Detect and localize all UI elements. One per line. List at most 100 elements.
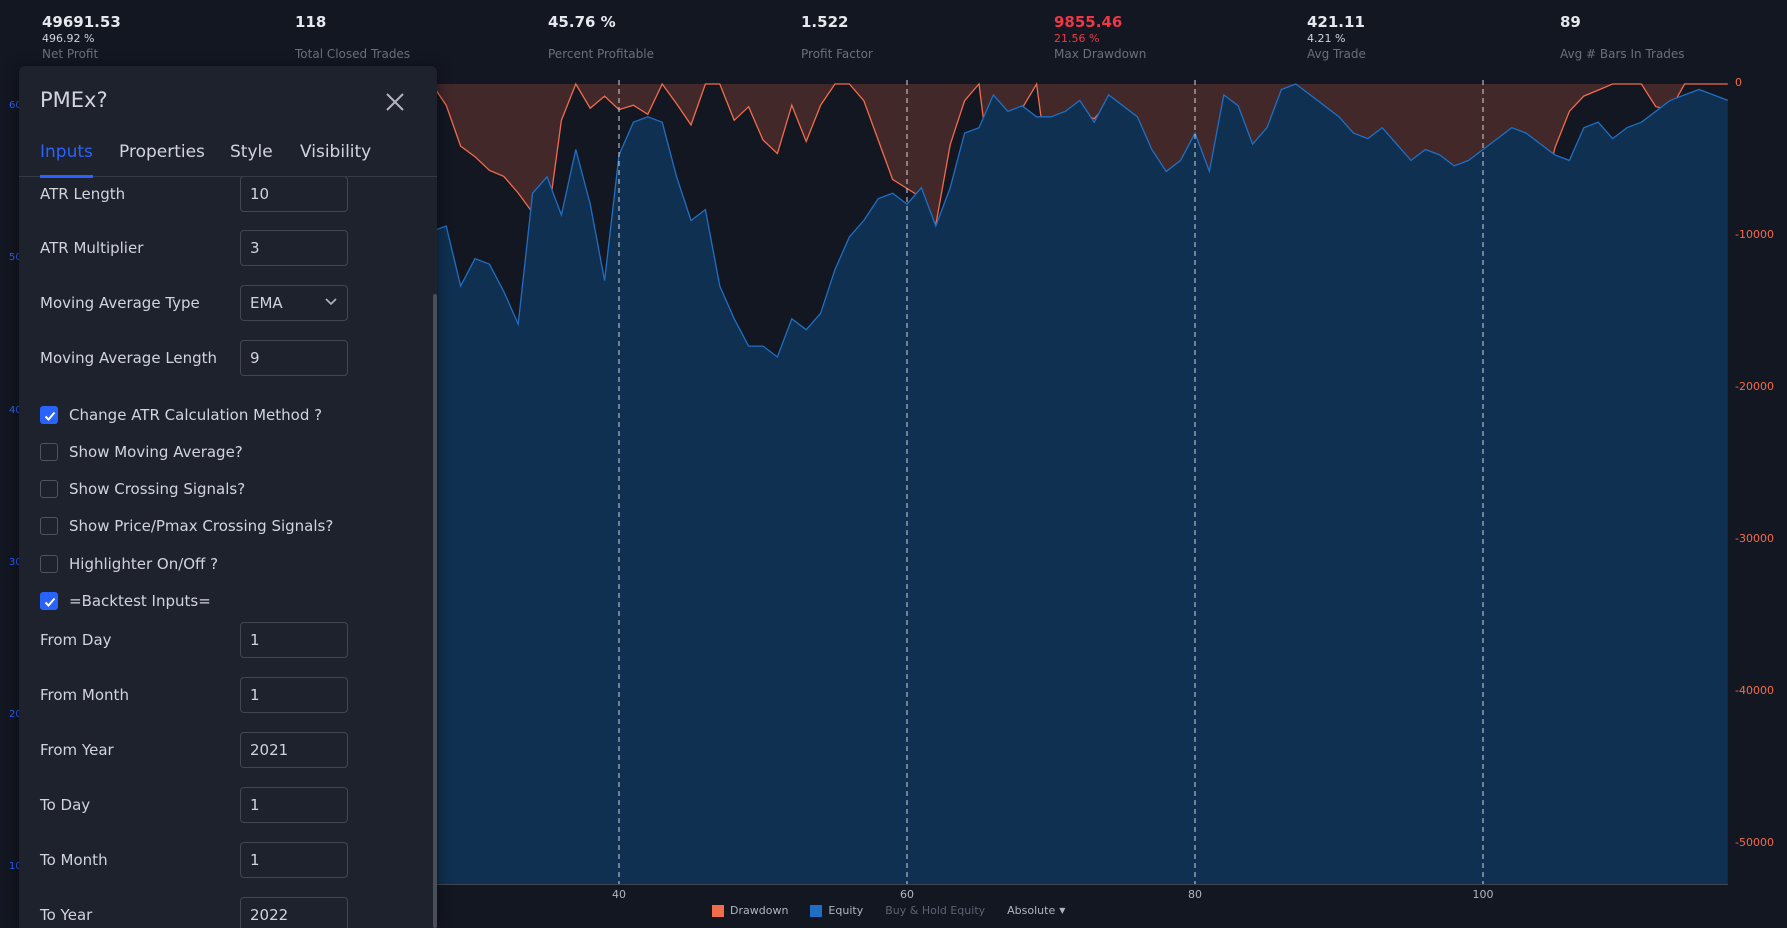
checkbox-row[interactable]: Highlighter On/Off ? bbox=[40, 552, 218, 576]
stat-percent-profitable: 45.76 % Percent Profitable bbox=[548, 12, 654, 62]
to-day-input[interactable]: 1 bbox=[240, 787, 348, 823]
from-year-label: From Year bbox=[40, 741, 114, 759]
checkmark-icon bbox=[44, 597, 56, 607]
checkbox-label: Show Moving Average? bbox=[69, 443, 243, 461]
to-year-label: To Year bbox=[40, 906, 93, 924]
drawdown-axis-tick: 0 bbox=[1735, 76, 1742, 89]
stat-value: 49691.53 bbox=[42, 13, 121, 31]
equity-area bbox=[259, 84, 1728, 884]
equity-line bbox=[258, 83, 1729, 631]
to-year-row: To Year 2022 bbox=[40, 896, 400, 928]
equity-drawdown-chart bbox=[258, 80, 1729, 885]
absolute-dropdown[interactable]: Absolute ▼ bbox=[1007, 904, 1065, 917]
x-tick-label: 40 bbox=[612, 888, 626, 901]
to-year-input[interactable]: 2022 bbox=[240, 897, 348, 928]
drawdown-swatch bbox=[712, 904, 724, 917]
stat-max-drawdown: 9855.46 21.56 % Max Drawdown bbox=[1054, 12, 1146, 62]
legend-drawdown-label: Drawdown bbox=[730, 904, 789, 917]
checkbox-row[interactable]: Show Price/Pmax Crossing Signals? bbox=[40, 514, 333, 538]
atr-multiplier-input[interactable]: 3 bbox=[240, 230, 348, 266]
tab-inputs[interactable]: Inputs bbox=[40, 142, 93, 178]
to-month-label: To Month bbox=[40, 851, 108, 869]
tab-visibility[interactable]: Visibility bbox=[300, 142, 372, 162]
close-button[interactable] bbox=[383, 90, 407, 114]
drawdown-axis-tick: -10000 bbox=[1735, 228, 1774, 241]
stat-total-closed-trades: 118 Total Closed Trades bbox=[295, 12, 410, 62]
checkbox-row[interactable]: Change ATR Calculation Method ? bbox=[40, 403, 322, 427]
stat-percent: 496.92 % bbox=[42, 32, 95, 45]
checkbox-unchecked[interactable] bbox=[40, 517, 58, 535]
checkbox-row[interactable]: =Backtest Inputs= bbox=[40, 589, 211, 613]
checkbox-checked[interactable] bbox=[40, 406, 58, 424]
from-day-row: From Day 1 bbox=[40, 621, 400, 659]
stat-label: Profit Factor bbox=[801, 47, 873, 61]
checkbox-row[interactable]: Show Moving Average? bbox=[40, 440, 243, 464]
ma-length-input[interactable]: 9 bbox=[240, 340, 348, 376]
checkbox-unchecked[interactable] bbox=[40, 443, 58, 461]
strategy-stats-bar: 49691.53 496.92 % Net Profit 118 Total Close… bbox=[0, 0, 1787, 70]
x-tick-label: 100 bbox=[1472, 888, 1494, 901]
stat-value: 118 bbox=[295, 13, 327, 31]
checkbox-label: Highlighter On/Off ? bbox=[69, 555, 219, 573]
from-month-input[interactable]: 1 bbox=[240, 677, 348, 713]
dialog-tabs: Inputs Properties Style Visibility bbox=[19, 134, 437, 178]
from-year-input[interactable]: 2021 bbox=[240, 732, 348, 768]
equity-swatch bbox=[810, 904, 823, 917]
from-year-row: From Year 2021 bbox=[40, 731, 400, 769]
stat-label: Avg # Bars In Trades bbox=[1560, 47, 1685, 61]
stat-value: 9855.46 bbox=[1054, 13, 1123, 31]
to-day-row: To Day 1 bbox=[40, 786, 400, 824]
close-icon bbox=[386, 93, 404, 111]
equity-axis-tick: 60 bbox=[9, 100, 22, 111]
to-day-label: To Day bbox=[40, 796, 91, 814]
stat-label: Net Profit bbox=[42, 47, 99, 61]
absolute-label: Absolute bbox=[1007, 904, 1056, 917]
x-tick-label: 60 bbox=[900, 888, 914, 901]
from-day-input[interactable]: 1 bbox=[240, 622, 348, 658]
equity-axis-tick: 50 bbox=[9, 252, 22, 263]
ma-type-value: EMA bbox=[250, 294, 283, 312]
from-month-label: From Month bbox=[40, 686, 129, 704]
legend-equity[interactable]: Equity bbox=[810, 904, 863, 917]
drawdown-axis-tick: -20000 bbox=[1735, 380, 1774, 393]
chart-legend: Drawdown Equity Buy & Hold Equity Absolu… bbox=[712, 904, 1087, 917]
atr-multiplier-label: ATR Multiplier bbox=[40, 239, 144, 257]
equity-axis-tick: 20 bbox=[9, 709, 22, 720]
stat-value: 421.11 bbox=[1307, 13, 1365, 31]
stat-net-profit: 49691.53 496.92 % Net Profit bbox=[42, 12, 121, 62]
stat-label: Total Closed Trades bbox=[295, 47, 411, 61]
equity-axis-tick: 40 bbox=[9, 405, 22, 416]
ma-type-select[interactable]: EMA bbox=[240, 285, 348, 321]
ma-length-row: Moving Average Length 9 bbox=[40, 339, 400, 377]
ma-length-label: Moving Average Length bbox=[40, 349, 218, 367]
to-month-input[interactable]: 1 bbox=[240, 842, 348, 878]
ma-type-row: Moving Average Type EMA bbox=[40, 284, 400, 322]
stat-percent: 4.21 % bbox=[1307, 32, 1346, 45]
drawdown-axis-tick: -30000 bbox=[1735, 532, 1774, 545]
checkbox-row[interactable]: Show Crossing Signals? bbox=[40, 477, 245, 501]
drawdown-axis-tick: -40000 bbox=[1735, 684, 1774, 697]
atr-length-input[interactable]: 10 bbox=[240, 177, 348, 212]
legend-buy-hold[interactable]: Buy & Hold Equity bbox=[885, 904, 985, 917]
from-month-row: From Month 1 bbox=[40, 676, 400, 714]
caret-down-icon: ▼ bbox=[1059, 906, 1066, 915]
stat-value: 45.76 % bbox=[548, 13, 616, 31]
drawdown-axis-tick: -50000 bbox=[1735, 836, 1774, 849]
from-day-label: From Day bbox=[40, 631, 112, 649]
ma-type-label: Moving Average Type bbox=[40, 294, 200, 312]
stat-avg-bars-in-trades: 89 Avg # Bars In Trades bbox=[1560, 12, 1685, 62]
stat-avg-trade: 421.11 4.21 % Avg Trade bbox=[1307, 12, 1366, 62]
stat-value: 89 bbox=[1560, 13, 1581, 31]
checkbox-checked[interactable] bbox=[40, 592, 58, 610]
legend-buy-hold-label: Buy & Hold Equity bbox=[885, 904, 986, 917]
stat-percent: 21.56 % bbox=[1054, 32, 1100, 45]
tab-properties[interactable]: Properties bbox=[119, 142, 205, 162]
tab-style[interactable]: Style bbox=[230, 142, 273, 162]
dialog-scrollbar[interactable] bbox=[433, 294, 437, 928]
checkmark-icon bbox=[44, 411, 56, 421]
atr-length-label: ATR Length bbox=[40, 185, 126, 203]
checkbox-unchecked[interactable] bbox=[40, 555, 58, 573]
checkbox-unchecked[interactable] bbox=[40, 480, 58, 498]
legend-drawdown[interactable]: Drawdown bbox=[712, 904, 788, 917]
equity-axis-tick: 30 bbox=[9, 557, 22, 568]
